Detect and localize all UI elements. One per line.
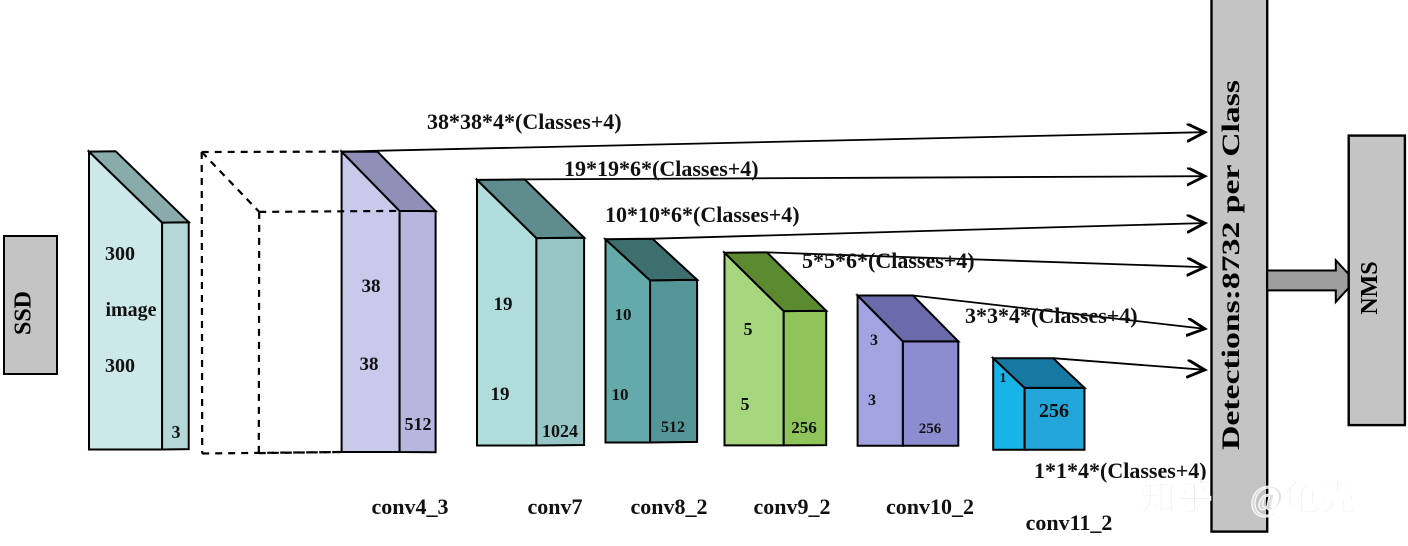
svg-text:5: 5	[741, 394, 750, 414]
svg-text:5: 5	[744, 319, 753, 339]
svg-text:conv10_2: conv10_2	[886, 494, 974, 519]
svg-text:300: 300	[105, 355, 135, 377]
svg-text:300: 300	[105, 243, 135, 265]
svg-text:5*5*6*(Classes+4): 5*5*6*(Classes+4)	[802, 248, 975, 273]
svg-text:256: 256	[791, 418, 817, 437]
svg-text:知乎: 知乎	[1140, 478, 1212, 518]
svg-text:conv7: conv7	[528, 494, 583, 519]
svg-text:SSD: SSD	[11, 291, 37, 335]
svg-text:3: 3	[870, 332, 878, 349]
svg-text:19: 19	[491, 384, 510, 405]
svg-text:38: 38	[362, 276, 381, 297]
svg-text:Detections:8732 per Class: Detections:8732 per Class	[1218, 80, 1245, 450]
svg-text:3*3*4*(Classes+4): 3*3*4*(Classes+4)	[965, 303, 1138, 328]
svg-text:38: 38	[360, 354, 379, 375]
svg-text:19: 19	[494, 294, 513, 315]
svg-text:19*19*6*(Classes+4): 19*19*6*(Classes+4)	[564, 156, 759, 181]
svg-text:10: 10	[612, 385, 629, 404]
svg-text:conv4_3: conv4_3	[372, 494, 449, 519]
svg-text:10: 10	[615, 305, 632, 324]
svg-text:3: 3	[172, 422, 181, 442]
svg-text:1024: 1024	[542, 421, 578, 441]
svg-text:256: 256	[1039, 400, 1069, 422]
svg-text:conv11_2: conv11_2	[1026, 510, 1113, 535]
svg-text:38*38*4*(Classes+4): 38*38*4*(Classes+4)	[427, 109, 622, 134]
svg-text:3: 3	[868, 392, 876, 409]
svg-text:512: 512	[405, 414, 432, 434]
svg-text:conv9_2: conv9_2	[754, 494, 831, 519]
svg-text:10*10*6*(Classes+4): 10*10*6*(Classes+4)	[605, 202, 800, 227]
svg-text:1: 1	[1000, 371, 1007, 386]
svg-text:conv8_2: conv8_2	[631, 494, 708, 519]
svg-text:@龟壳: @龟壳	[1250, 478, 1356, 518]
svg-text:NMS: NMS	[1357, 261, 1383, 314]
svg-text:512: 512	[661, 419, 685, 436]
svg-text:256: 256	[919, 421, 942, 437]
svg-text:image: image	[105, 299, 156, 321]
